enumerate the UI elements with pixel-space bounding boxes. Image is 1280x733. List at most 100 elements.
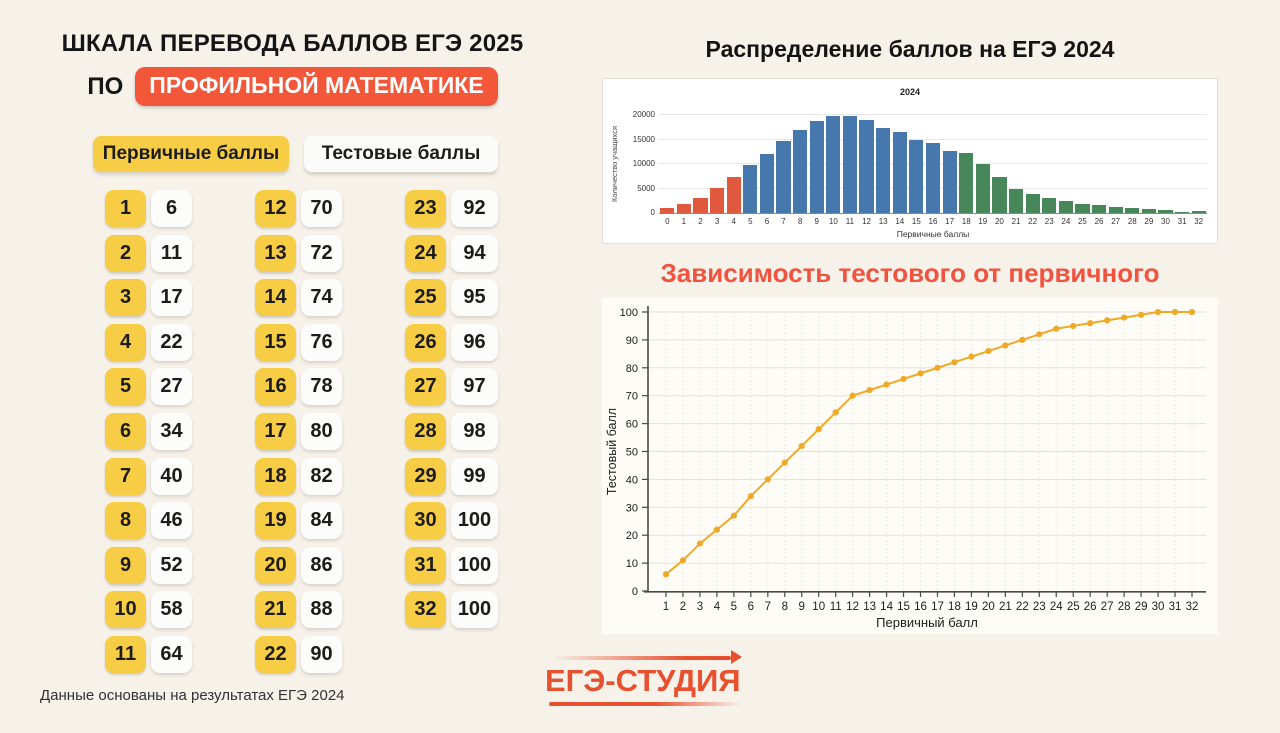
- x-tick-label: 27: [1101, 601, 1114, 613]
- test-score-cell: 27: [151, 368, 192, 406]
- primary-score-cell: 5: [105, 368, 146, 406]
- primary-score-cell: 11: [105, 635, 146, 673]
- x-tick-label: 27: [1111, 217, 1121, 226]
- primary-score-cell: 8: [105, 502, 146, 540]
- x-tick-label: 2: [698, 217, 703, 226]
- data-point: [1070, 322, 1077, 330]
- x-tick-label: 21: [1011, 217, 1021, 226]
- x-tick-label: 10: [812, 601, 825, 613]
- histogram-bar: [743, 165, 758, 213]
- y-tick-label: 80: [626, 363, 638, 375]
- histogram-bar: [809, 120, 824, 213]
- data-point: [713, 526, 721, 533]
- x-tick-label: 13: [878, 217, 888, 226]
- x-tick-label: 15: [911, 217, 921, 226]
- histogram-bar: [975, 164, 990, 213]
- primary-score-cell: 22: [255, 635, 296, 673]
- score-row: 4 22: [105, 323, 192, 361]
- test-score-cell: 11: [151, 234, 192, 272]
- score-row: 13 72: [255, 234, 342, 272]
- test-score-cell: 100: [451, 502, 498, 540]
- histogram-bar: [1141, 208, 1156, 213]
- score-column-1: 1 6 2 11 3 17 4 22 5 27 6 34 7 40 8 46 9 52 10 58 11 64: [105, 190, 192, 673]
- x-tick-label: 17: [931, 601, 944, 613]
- data-point: [764, 476, 771, 483]
- histogram-bar: [1058, 200, 1073, 213]
- data-point: [1188, 308, 1196, 316]
- primary-score-cell: 7: [105, 457, 146, 495]
- x-tick-label: 14: [895, 217, 905, 226]
- test-score-cell: 78: [301, 368, 342, 406]
- histogram-bar: [676, 204, 691, 213]
- y-tick-label: 40: [626, 474, 638, 486]
- logo-arrow-icon: [553, 656, 731, 660]
- logo: ЕГЭ-СТУДИЯ: [545, 646, 745, 716]
- data-point: [1087, 320, 1094, 327]
- x-tick-label: 6: [764, 217, 770, 226]
- test-score-cell: 97: [451, 368, 498, 406]
- x-tick-label: 29: [1144, 217, 1154, 226]
- test-score-cell: 34: [151, 412, 192, 450]
- y-tick-label: 60: [626, 419, 638, 431]
- score-row: 22 90: [255, 635, 342, 673]
- histogram-bar: [842, 115, 858, 213]
- data-point: [747, 493, 754, 500]
- x-tick-label: 0: [665, 217, 670, 226]
- data-point: [866, 387, 873, 394]
- data-point: [1036, 331, 1043, 338]
- score-row: 19 84: [255, 502, 342, 540]
- histogram-inner-title: 2024: [899, 87, 921, 97]
- test-score-cell: 100: [451, 546, 498, 584]
- histogram-bar: [1025, 193, 1040, 213]
- x-tick-label: 5: [748, 217, 753, 226]
- primary-score-cell: 2: [105, 234, 146, 272]
- y-tick-label: 0: [650, 208, 655, 217]
- y-tick-label: 20: [626, 530, 638, 542]
- x-tick-label: 24: [1050, 601, 1063, 613]
- data-point: [1019, 336, 1026, 343]
- primary-score-cell: 24: [405, 234, 446, 272]
- primary-score-cell: 6: [105, 412, 146, 450]
- y-tick-label: 0: [632, 586, 638, 598]
- score-row: 27 97: [405, 368, 498, 406]
- score-row: 17 80: [255, 412, 342, 450]
- x-tick-label: 11: [845, 217, 855, 226]
- data-point: [1137, 311, 1145, 318]
- primary-score-cell: 17: [255, 412, 296, 450]
- histogram-bar: [959, 153, 974, 213]
- score-row: 14 74: [255, 279, 342, 317]
- data-point: [1053, 325, 1060, 332]
- x-tick-label: 25: [1077, 217, 1087, 226]
- x-tick-label: 6: [748, 601, 754, 613]
- score-row: 12 70: [255, 190, 342, 227]
- test-score-cell: 74: [301, 279, 342, 317]
- score-row: 9 52: [105, 546, 192, 584]
- test-score-cell: 6: [151, 190, 192, 227]
- primary-score-cell: 3: [105, 279, 146, 317]
- histogram-bar: [759, 154, 775, 213]
- y-tick-label: 10000: [632, 159, 655, 168]
- x-tick-label: 29: [1135, 601, 1148, 613]
- primary-score-cell: 13: [255, 234, 296, 272]
- page-title-line2: ПО ПРОФИЛЬНОЙ МАТЕМАТИКЕ: [40, 67, 545, 106]
- x-tick-label: 19: [978, 217, 988, 226]
- x-tick-label: 20: [982, 601, 995, 613]
- page-title: ШКАЛА ПЕРЕВОДА БАЛЛОВ ЕГЭ 2025 ПО ПРОФИЛ…: [40, 30, 545, 106]
- test-score-cell: 94: [451, 234, 498, 272]
- primary-score-cell: 4: [105, 323, 146, 361]
- histogram-bar: [942, 151, 957, 213]
- x-tick-label: 13: [863, 601, 876, 613]
- histogram-bar: [992, 176, 1007, 213]
- test-score-cell: 92: [451, 190, 498, 227]
- x-tick-label: 30: [1161, 217, 1170, 226]
- y-axis-label: Тестовый балл: [605, 408, 619, 495]
- x-tick-label: 10: [828, 217, 838, 226]
- histogram-bar: [1191, 211, 1206, 213]
- x-tick-label: 5: [731, 601, 737, 613]
- test-score-cell: 58: [151, 591, 192, 629]
- data-point: [662, 571, 670, 578]
- histogram-bar: [892, 131, 907, 213]
- score-row: 20 86: [255, 546, 342, 584]
- x-tick-label: 12: [846, 601, 859, 613]
- x-tick-label: 4: [714, 601, 721, 613]
